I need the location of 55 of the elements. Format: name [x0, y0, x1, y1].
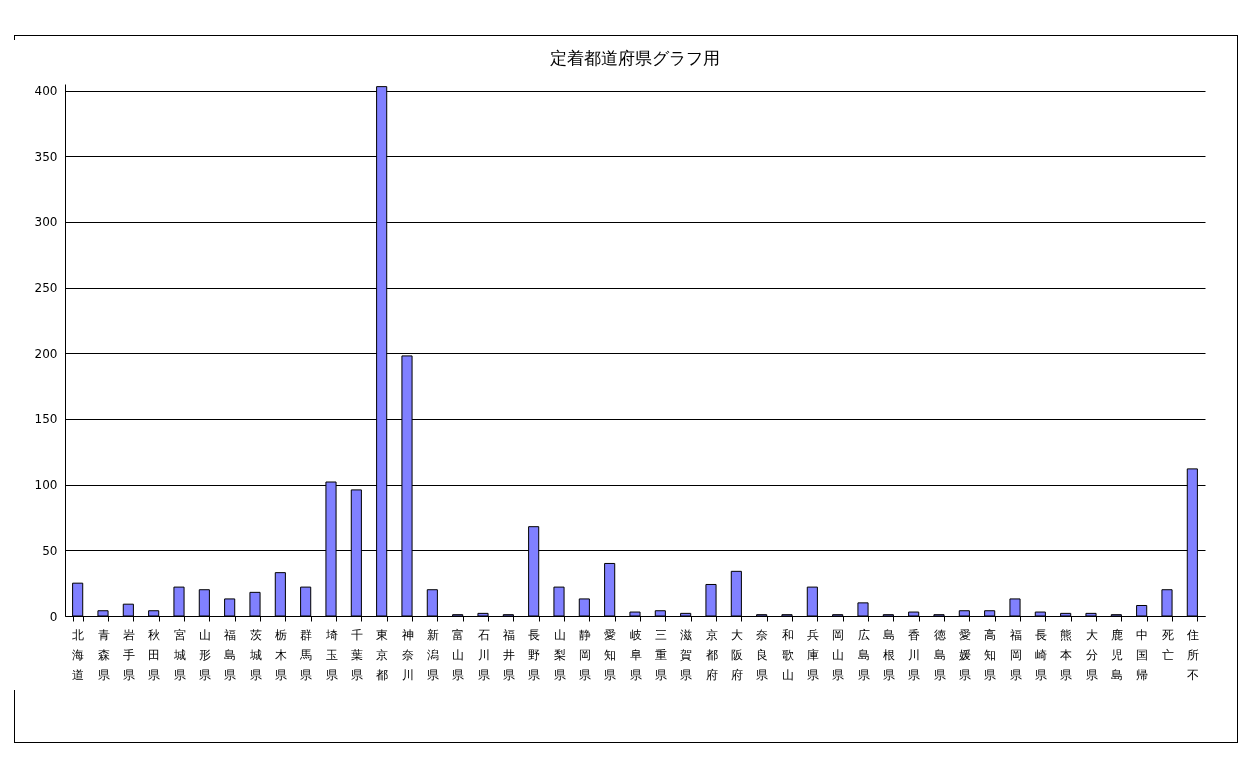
- y-tick-label: 400: [34, 84, 58, 99]
- y-tick-label: 50: [42, 543, 58, 558]
- x-tick-label: 徳島県: [933, 627, 946, 682]
- x-tick-label: 愛知県: [604, 627, 617, 682]
- x-tick-label: 青森県: [97, 627, 110, 682]
- x-tick-label: 島根県: [882, 627, 895, 682]
- chart-title: 定着都道府県グラフ用: [550, 48, 720, 68]
- x-tick-label: 群馬県: [299, 627, 313, 682]
- y-tick-label: 250: [34, 281, 58, 296]
- x-tick-label: 秋田県: [148, 627, 161, 682]
- x-tick-label: 富山県: [452, 627, 465, 682]
- x-tick-label: 石川県: [477, 627, 490, 682]
- x-tick-label: 山梨県: [553, 627, 566, 682]
- x-tick-label: 岩手県: [122, 627, 135, 682]
- x-tick-label: 和歌山: [781, 627, 794, 682]
- x-tick-label: 愛媛県: [958, 627, 971, 682]
- y-tick-label: 0: [49, 609, 58, 624]
- x-tick-label: 死亡: [1161, 627, 1174, 662]
- y-tick-label: 100: [34, 478, 58, 493]
- x-tick-label: 岐阜県: [629, 627, 642, 682]
- x-tick-label: 三重県: [654, 627, 667, 682]
- x-tick-label: 神奈川: [401, 627, 414, 682]
- x-tick-label: 山形県: [198, 627, 211, 682]
- x-tick-label: 大阪府: [730, 627, 743, 682]
- x-tick-label: 東京都: [376, 627, 389, 682]
- x-tick-label: 北海道: [72, 627, 85, 682]
- x-tick-label: 福岡県: [1009, 627, 1022, 682]
- x-tick-label: 香川県: [908, 627, 921, 682]
- x-tick-label: 宮城県: [172, 627, 186, 682]
- x-tick-label: 高知県: [984, 627, 997, 682]
- x-tick-label: 静岡県: [578, 627, 591, 682]
- y-tick-label: 350: [34, 149, 58, 164]
- x-tick-label: 熊本県: [1060, 627, 1073, 682]
- y-tick-label: 200: [34, 346, 58, 361]
- x-tick-label: 広島県: [857, 627, 870, 682]
- x-tick-label: 新潟県: [426, 627, 439, 682]
- x-tick-label: 中国帰: [1136, 627, 1149, 682]
- x-tick-label: 埼玉県: [324, 627, 338, 682]
- x-tick-label: 滋賀県: [680, 627, 693, 682]
- x-tick-label: 兵庫県: [806, 627, 819, 682]
- x-tick-label: 岡山県: [832, 627, 845, 682]
- x-tick-label: 大分県: [1085, 627, 1098, 682]
- x-tick-label: 栃木県: [274, 627, 287, 682]
- y-tick-label: 300: [34, 215, 58, 230]
- x-tick-label: 長野県: [528, 627, 541, 682]
- x-tick-label: 京都府: [705, 627, 718, 682]
- x-tick-label: 長崎県: [1034, 627, 1047, 682]
- y-tick-label: 150: [34, 412, 58, 427]
- x-tick-label: 福井県: [502, 627, 515, 682]
- x-tick-label: 奈良県: [756, 627, 769, 682]
- x-tick-label: 鹿児島: [1110, 627, 1123, 682]
- x-tick-label: 茨城県: [248, 627, 262, 682]
- x-tick-label: 住所不: [1185, 627, 1199, 682]
- x-tick-label: 千葉県: [350, 627, 363, 682]
- x-tick-label: 福島県: [224, 627, 237, 682]
